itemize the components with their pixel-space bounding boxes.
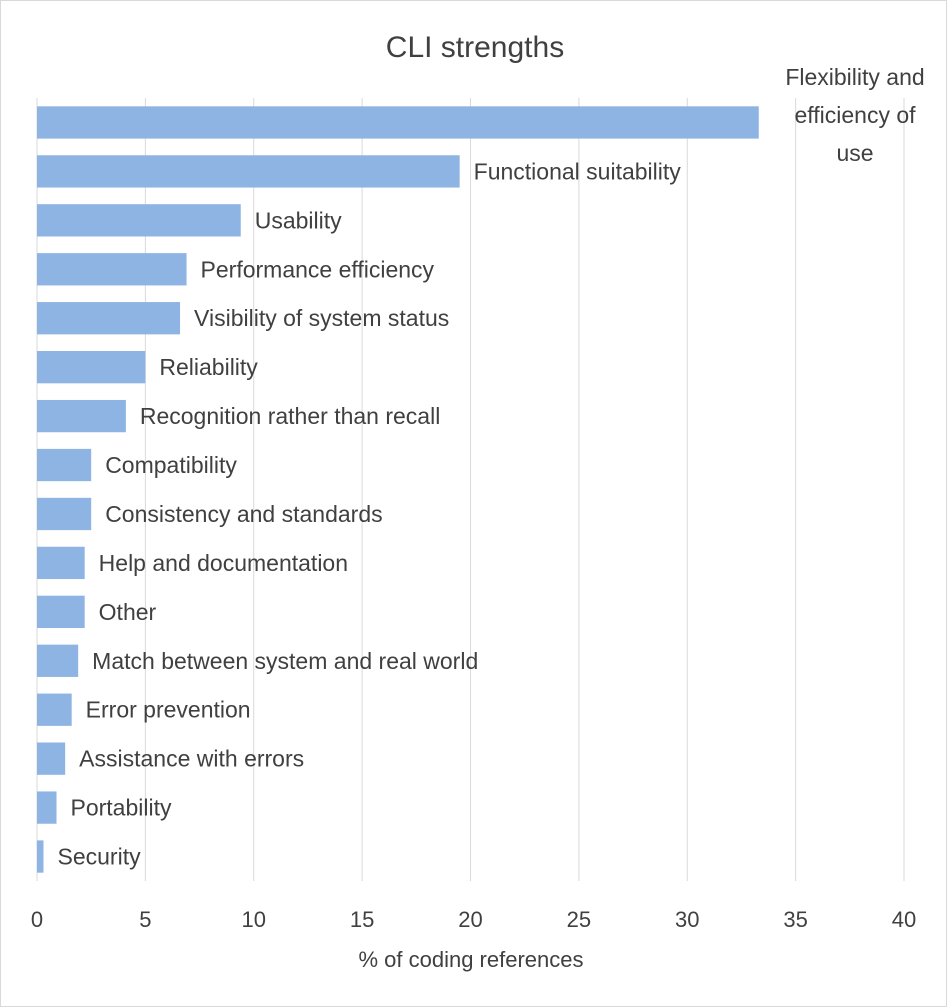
x-axis-title: % of coding references [358, 947, 583, 972]
chart-title: CLI strengths [386, 31, 564, 64]
x-tick-label: 20 [458, 907, 482, 932]
bar [37, 497, 92, 531]
bar-label: Consistency and standards [105, 501, 382, 527]
bar [37, 595, 85, 628]
bar-label: Match between system and real world [92, 648, 478, 674]
bar [37, 742, 66, 775]
x-tick-label: 30 [675, 907, 699, 932]
bar [37, 791, 57, 824]
bar [37, 644, 79, 677]
bar [37, 253, 187, 286]
bar-label: Flexibility and efficiency of use [785, 64, 924, 166]
bar-label: Security [58, 844, 142, 870]
bar-labels: Flexibility and efficiency of use Functiona… [58, 64, 925, 870]
x-axis-ticks: 0 5 10 15 20 25 30 35 40 [31, 907, 916, 932]
bar [37, 351, 146, 384]
bar-label: Recognition rather than recall [140, 403, 440, 429]
bars [37, 106, 759, 873]
bar-label: Portability [71, 795, 172, 821]
bar [37, 546, 85, 580]
bar [37, 106, 759, 139]
bar-label: Other [99, 599, 157, 625]
x-tick-label: 5 [139, 907, 151, 932]
bar-label: Usability [255, 207, 342, 233]
bar [37, 448, 92, 482]
bar [37, 693, 72, 726]
x-tick-label: 10 [242, 907, 266, 932]
bar-label: Functional suitability [474, 158, 682, 184]
bar [37, 155, 460, 188]
bar [37, 302, 181, 335]
bar-label: Assistance with errors [79, 746, 304, 772]
bar-label: Error prevention [86, 697, 251, 723]
bar [37, 840, 44, 873]
bar [37, 399, 126, 433]
x-tick-label: 0 [31, 907, 43, 932]
bar-label: Reliability [159, 354, 258, 380]
bar-label: Help and documentation [99, 550, 348, 576]
x-tick-label: 40 [892, 907, 916, 932]
bar-label: Compatibility [105, 452, 237, 478]
x-tick-label: 25 [567, 907, 591, 932]
bar [37, 204, 241, 237]
x-tick-label: 35 [783, 907, 807, 932]
bar-label: Visibility of system status [194, 305, 449, 331]
x-tick-label: 15 [350, 907, 374, 932]
bar-label: Performance efficiency [201, 256, 435, 282]
